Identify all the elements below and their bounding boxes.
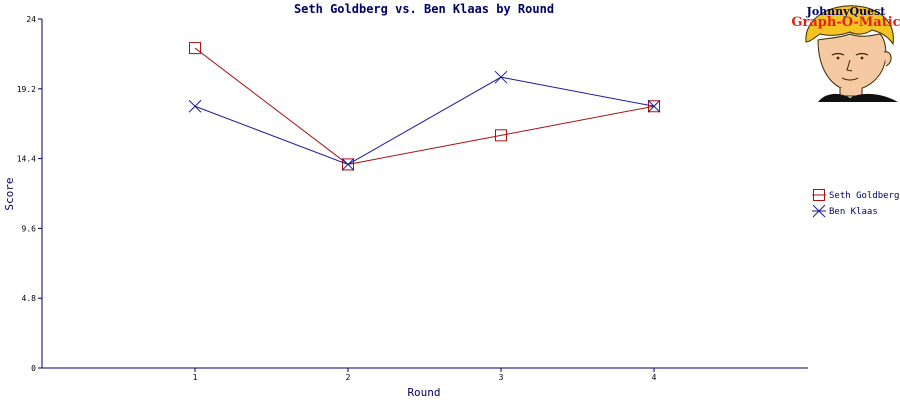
series-line-ben-klaas [194,76,655,165]
data-point-ben-klaas-4-stroke-b [647,99,661,113]
data-point-seth-goldberg-2 [342,158,354,171]
data-point-seth-goldberg-1 [189,42,201,55]
axes [41,19,808,369]
series-line-seth-goldberg [194,47,655,165]
series-layer [188,42,661,171]
series-ben-klaas [188,70,661,171]
legend-item-ben-klaas: Ben Klaas [812,204,878,218]
legend: Seth Goldberg Ben Klaas [812,189,899,218]
data-point-seth-goldberg-4 [648,100,660,113]
legend-label-seth-goldberg: Seth Goldberg [829,191,899,201]
legend-marker-ben-klaas [812,204,826,218]
legend-marker-seth-goldberg [813,189,825,201]
y-tick-label: 4.8 [22,294,37,303]
data-point-ben-klaas-1-stroke-b [188,99,202,113]
logo-line2: Graph-O-Matic [791,15,900,30]
y-tick-label: 0 [31,364,36,373]
legend-marker-ben-klaas-stroke-b [812,204,826,218]
data-point-ben-klaas-4 [647,99,661,113]
legend-item-seth-goldberg: Seth Goldberg [812,189,899,201]
x-tick-label: 1 [193,373,198,382]
x-axis-label: Round [407,386,440,399]
series-seth-goldberg [189,42,660,171]
y-tick-label: 19.2 [17,85,36,94]
x-tick-label: 4 [652,373,657,382]
data-point-ben-klaas-3 [494,70,508,84]
y-axis-label: Score [3,177,16,210]
logo-line1: JohnnyQuest [806,5,887,18]
y-ticks: 0 4.8 9.6 14.4 19.2 24 [17,15,42,373]
johnny-quest-face-icon [805,5,898,102]
data-point-ben-klaas-3-stroke-b [494,70,508,84]
chart-title: Seth Goldberg vs. Ben Klaas by Round [294,2,554,16]
data-point-seth-goldberg-3 [495,129,507,142]
x-tick-label: 2 [346,373,351,382]
data-point-ben-klaas-2-stroke-b [341,158,355,171]
x-tick-label: 3 [499,373,504,382]
y-tick-label: 24 [26,15,36,24]
legend-label-ben-klaas: Ben Klaas [829,207,878,217]
data-point-ben-klaas-1 [188,99,202,113]
y-tick-label: 14.4 [17,155,36,164]
x-ticks: 1 2 3 4 [193,368,657,382]
data-point-ben-klaas-2 [341,158,355,171]
graph-o-matic-logo: JohnnyQuest Graph-O-Matic [791,5,900,102]
y-tick-label: 9.6 [22,224,37,233]
